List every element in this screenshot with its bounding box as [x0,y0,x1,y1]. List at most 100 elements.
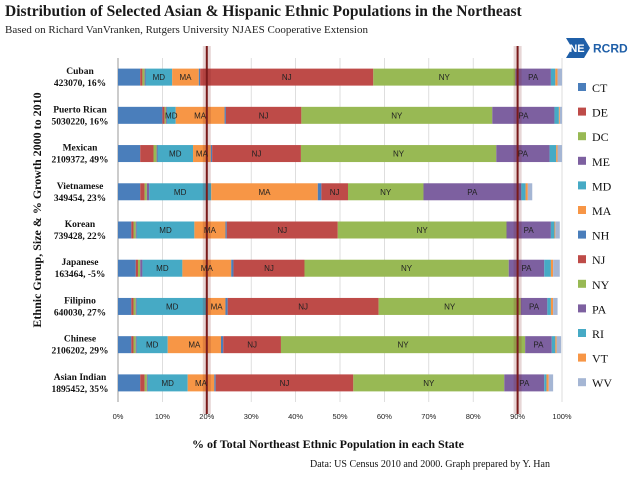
bar-segment-ct [118,145,141,163]
bar-label: NJ [252,150,262,159]
bar-label: MA [179,73,192,82]
bar-segment-me [144,68,146,86]
chart-title: Distribution of Selected Asian & Hispani… [5,3,522,20]
bar-label: NY [397,341,409,350]
category-name: Asian Indian [54,373,107,383]
legend-label: NY [592,278,610,292]
nercrd-logo: NE RCRD [566,38,628,58]
bar-label: MA [195,379,208,388]
bar-labels: MD MA NJ NY PA MD MA NJ NY PA MD MA NJ NY PA MD MA NJ NY PA… [146,73,544,388]
bar-segment-vt [550,297,554,315]
bar-label: PA [467,188,478,197]
bar-segment-ri [550,68,556,86]
legend-label: PA [592,302,607,316]
bar-segment-wv [556,336,562,354]
logo-text-rcrd: RCRD [593,42,628,56]
logo-badge-shape [566,38,590,58]
bar-segment-dc [164,106,166,124]
bar-segment-vt [555,68,558,86]
legend: CT DE DC ME MD MA NH NJ NY PA RI VT WV [578,81,612,390]
bar-segment-wv [557,145,562,163]
bar-segment-ny [347,183,424,201]
bar-label: NY [380,188,392,197]
category-labels: Cuban 423070, 16% Puerto Rican 5030220, 16%… [52,67,109,395]
legend-swatch [578,156,586,165]
x-tick-label: 80% [466,412,481,421]
bar-label: MA [211,302,224,311]
bar-segment-md [166,106,176,124]
bar-segment-dc [133,336,136,354]
bar-label: NJ [277,226,287,235]
bar-segment-de [140,145,154,163]
category-name: Vietnamese [57,182,104,192]
bar-segment-ny [300,145,497,163]
bar-segment-nj [200,68,374,86]
bar-segment-wv [559,106,562,124]
bar-segment-me [140,259,143,277]
bar-segment-ma [211,183,318,201]
bar-label: PA [518,111,529,120]
bar-segment-vt [555,336,557,354]
bar-segment-nh [214,374,216,392]
category-name: Filipino [64,296,96,306]
legend-label: NH [592,229,610,243]
x-tick-label: 30% [244,412,259,421]
legend-label: DC [592,130,609,144]
bar-segment-dc [144,183,147,201]
bar-segment-md [147,374,188,392]
bar-segment-pa [504,374,545,392]
bar-segment-pa [496,145,550,163]
bar-label: MA [196,150,209,159]
bar-segment-nj [223,336,281,354]
bar-label: NY [423,379,435,388]
bar-segment-vt [554,221,556,239]
bar-segment-me [156,145,158,163]
bar-segment-me [165,106,167,124]
bar-label: PA [524,226,535,235]
bar-segment-ma [172,68,199,86]
bar-segment-nh [210,145,213,163]
x-tick-label: 20% [199,412,214,421]
bar-segment-nh [221,336,224,354]
legend-label: MA [592,204,612,218]
bar-segment-dc [144,374,147,392]
bar-segment-md [149,183,212,201]
bar-segment-nj [227,297,379,315]
legend-swatch [578,107,586,116]
bar-segment-nh [225,297,228,315]
x-tick-labels: 0% 10% 20% 30% 40% 50% 60% 70% 80% 90% 100% [113,412,572,421]
legend-swatch [578,255,586,264]
bar-label: MA [204,226,217,235]
bar-segment-pa [515,68,551,86]
legend-swatch [578,181,586,190]
bar-segment-ct [118,183,141,201]
bar-segment-nj [233,259,305,277]
legend-swatch [578,329,586,337]
bar-label: NJ [298,302,308,311]
bar-segment-ri [544,259,551,277]
bar-segment-me [135,297,137,315]
bars [118,68,562,392]
legend-swatch [578,230,586,239]
legend-swatch [578,378,586,387]
bar-segment-vt [556,145,558,163]
bar-label: MD [166,302,179,311]
bar-segment-ri [549,145,557,163]
bar-segment-ct [118,68,141,86]
bar-label: PA [519,379,530,388]
legend-swatch [578,304,586,313]
bar-segment-ct [118,297,132,315]
bar-segment-vt [546,374,549,392]
bar-label: MD [156,264,169,273]
bar-segment-nh [225,221,227,239]
bar-segment-wv [555,221,560,239]
bar-segment-wv [548,374,554,392]
bar-segment-nj [212,145,301,163]
bar-segment-nh [317,183,322,201]
legend-label: CT [592,81,608,95]
legend-label: ME [592,155,610,169]
bar-segment-de [162,106,165,124]
bar-label: MD [146,341,159,350]
bar-label: MA [201,264,214,273]
bar-segment-nj [321,183,348,201]
